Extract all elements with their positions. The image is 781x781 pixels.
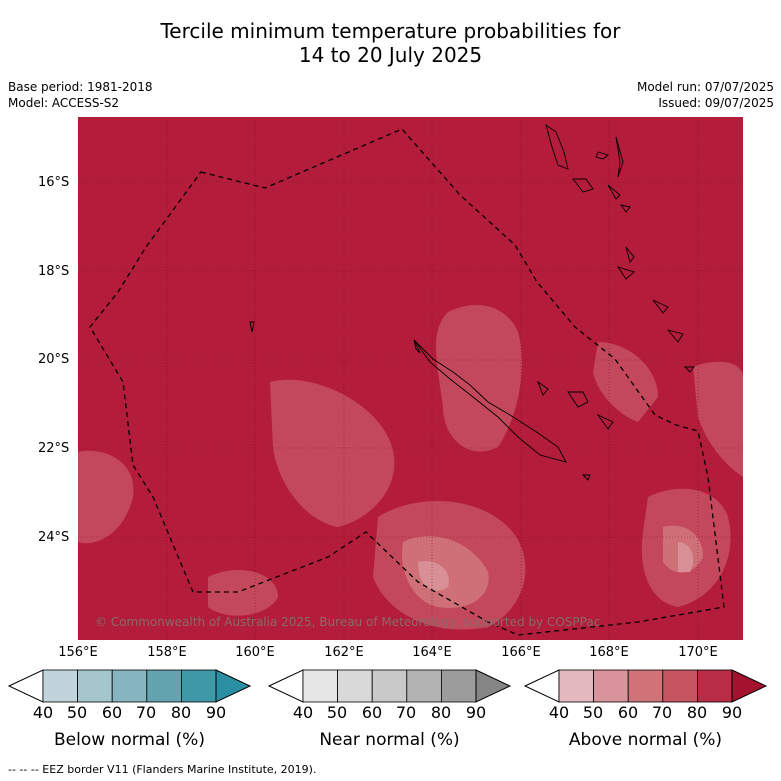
lon-label-156e: 156°E xyxy=(58,645,98,660)
model-name: Model: ACCESS-S2 xyxy=(8,96,120,110)
contour-above-70 xyxy=(693,361,743,477)
model-run: Model run: 07/07/2025 xyxy=(636,80,774,94)
cbar-above-tick-90: 90 xyxy=(721,703,743,722)
lon-label-170e: 170°E xyxy=(678,645,718,660)
lon-label-160e: 160°E xyxy=(235,645,275,660)
cbar-near-tick-60: 60 xyxy=(361,703,383,722)
cbar-below-tick-60: 60 xyxy=(101,703,123,722)
cbar-near-tick-50: 50 xyxy=(326,703,348,722)
new-caledonia-island xyxy=(413,339,567,463)
copyright-text: © Commonwealth of Australia 2025, Bureau… xyxy=(95,615,600,629)
cbar-above-tick-70: 70 xyxy=(651,703,673,722)
contour-above-70 xyxy=(208,569,278,616)
colorbar-below-normal xyxy=(7,669,252,703)
cbar-below-tick-70: 70 xyxy=(135,703,157,722)
lat-label-24s: 24°S xyxy=(38,530,70,545)
cbar-above-tick-60: 60 xyxy=(617,703,639,722)
cbar-below-tick-80: 80 xyxy=(170,703,192,722)
title-line-2: 14 to 20 July 2025 xyxy=(298,43,483,67)
title-line-1: Tercile minimum temperature probabilitie… xyxy=(160,19,621,43)
probability-map: © Commonwealth of Australia 2025, Bureau… xyxy=(78,117,743,640)
base-period: Base period: 1981-2018 xyxy=(8,80,153,94)
lon-label-168e: 168°E xyxy=(589,645,629,660)
lon-label-166e: 166°E xyxy=(501,645,541,660)
loyalty-island xyxy=(652,299,669,314)
cbar-near-tick-80: 80 xyxy=(430,703,452,722)
contour-above-70 xyxy=(78,450,134,544)
vanuatu-island xyxy=(545,123,569,170)
contour-above-70 xyxy=(270,379,395,527)
lat-label-22s: 22°S xyxy=(38,441,70,456)
colorbars xyxy=(7,669,768,703)
cbar-above-title: Above normal (%) xyxy=(568,730,723,750)
lat-label-20s: 20°S xyxy=(38,352,70,367)
meta-right: Model run: 07/07/2025 Issued: 09/07/2025 xyxy=(637,79,774,111)
colorbar-near-normal xyxy=(267,669,512,703)
colorbar-above-normal xyxy=(523,669,768,703)
contour-above-70 xyxy=(593,342,658,422)
meta-left: Base period: 1981-2018 Model: ACCESS-S2 xyxy=(8,79,153,111)
lon-label-164e: 164°E xyxy=(412,645,452,660)
contour-lighter xyxy=(678,542,694,572)
cbar-below-tick-50: 50 xyxy=(66,703,88,722)
contour-lighter xyxy=(418,561,449,591)
coastlines xyxy=(249,123,695,481)
cbar-above-tick-80: 80 xyxy=(686,703,708,722)
cbar-near-tick-90: 90 xyxy=(465,703,487,722)
cbar-below-tick-40: 40 xyxy=(32,703,54,722)
cbar-above-tick-40: 40 xyxy=(548,703,570,722)
lat-label-16s: 16°S xyxy=(38,175,70,190)
cbar-above-tick-50: 50 xyxy=(582,703,604,722)
cbar-near-title: Near normal (%) xyxy=(319,730,460,750)
cbar-below-title: Below normal (%) xyxy=(54,730,205,750)
eez-footnote: -- -- -- EEZ border V11 (Flanders Marine… xyxy=(8,763,317,776)
lon-label-162e: 162°E xyxy=(324,645,364,660)
eez-border xyxy=(89,128,725,636)
cbar-near-tick-70: 70 xyxy=(395,703,417,722)
graticule xyxy=(78,117,743,640)
contour-above-70 xyxy=(436,304,522,452)
cbar-below-tick-90: 90 xyxy=(205,703,227,722)
map-title: Tercile minimum temperature probabilitie… xyxy=(0,19,781,67)
lon-label-158e: 158°E xyxy=(147,645,187,660)
issued-date: Issued: 09/07/2025 xyxy=(658,96,774,110)
cbar-near-tick-40: 40 xyxy=(292,703,314,722)
lat-label-18s: 18°S xyxy=(38,264,70,279)
